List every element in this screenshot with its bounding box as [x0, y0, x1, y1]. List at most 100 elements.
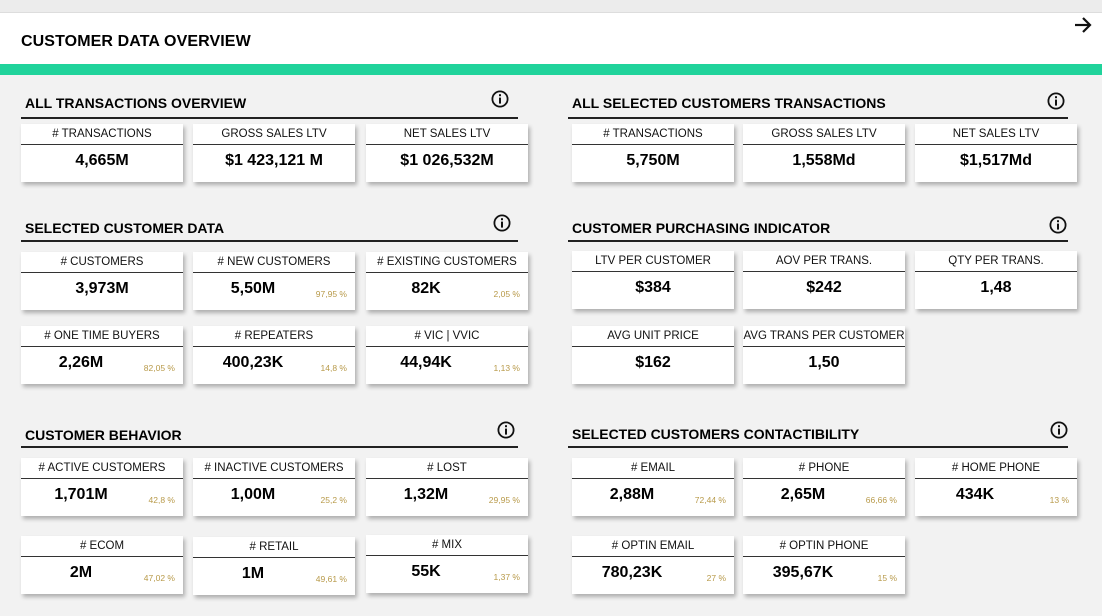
kpi-label: # TRANSACTIONS: [603, 128, 703, 140]
kpi-card-ecom: # ECOM 2M 47,02 %: [21, 536, 183, 594]
kpi-card-avg-trans-per-customer: AVG TRANS PER CUSTOMER 1,50: [743, 326, 905, 384]
kpi-card-customers: # CUSTOMERS 3,973M: [21, 252, 183, 310]
kpi-value: $1,517Md: [959, 152, 1033, 169]
kpi-label: # CUSTOMERS: [60, 256, 144, 268]
kpi-card-ltv-per-customer: LTV PER CUSTOMER $384: [572, 251, 734, 309]
kpi-separator: [21, 272, 183, 273]
kpi-value: 4,665M: [75, 152, 129, 169]
kpi-label: # ACTIVE CUSTOMERS: [38, 462, 166, 474]
info-icon[interactable]: [493, 214, 511, 232]
kpi-value: 5,50M: [230, 280, 276, 297]
kpi-percentage: 49,61 %: [315, 574, 347, 584]
kpi-card-mix: # MIX 55K 1,37 %: [366, 535, 528, 593]
section-divider: [21, 240, 518, 242]
kpi-percentage: 27 %: [706, 573, 726, 583]
kpi-card-new-customers: # NEW CUSTOMERS 5,50M 97,95 %: [193, 252, 355, 310]
section-title-all-transactions: ALL TRANSACTIONS OVERVIEW: [25, 95, 247, 111]
kpi-label: LTV PER CUSTOMER: [595, 255, 711, 267]
info-icon[interactable]: [1047, 92, 1065, 110]
kpi-card-aov-per-trans: AOV PER TRANS. $242: [743, 251, 905, 309]
kpi-separator: [21, 346, 183, 347]
kpi-card-qty-per-trans: QTY PER TRANS. 1,48: [915, 251, 1077, 309]
kpi-separator: [193, 346, 355, 347]
kpi-value: $384: [635, 279, 671, 296]
kpi-label: AVG UNIT PRICE: [607, 330, 699, 342]
info-icon[interactable]: [1049, 216, 1067, 234]
kpi-separator: [193, 557, 355, 558]
kpi-label: # RETAIL: [249, 541, 299, 553]
kpi-value: 1,701M: [54, 486, 108, 503]
kpi-card-phone: # PHONE 2,65M 66,66 %: [743, 458, 905, 516]
info-icon[interactable]: [497, 421, 515, 439]
section-divider: [21, 446, 518, 448]
kpi-separator: [743, 556, 905, 557]
kpi-separator: [572, 271, 734, 272]
info-icon[interactable]: [1050, 421, 1068, 439]
kpi-separator: [21, 556, 183, 557]
kpi-card-avg-unit-price: AVG UNIT PRICE $162: [572, 326, 734, 384]
kpi-value: 5,750M: [626, 152, 680, 169]
kpi-value: $1 026,532M: [400, 152, 494, 169]
kpi-label: # LOST: [427, 462, 467, 474]
kpi-card-email: # EMAIL 2,88M 72,44 %: [572, 458, 734, 516]
kpi-card-home-phone: # HOME PHONE 434K 13 %: [915, 458, 1077, 516]
kpi-value: 395,67K: [772, 564, 834, 581]
info-icon[interactable]: [491, 90, 509, 108]
kpi-label: # NEW CUSTOMERS: [217, 256, 331, 268]
kpi-percentage: 13 %: [1049, 495, 1069, 505]
kpi-card-inactive-customers: # INACTIVE CUSTOMERS 1,00M 25,2 %: [193, 458, 355, 516]
section-title-behavior: CUSTOMER BEHAVIOR: [25, 427, 182, 443]
kpi-value: 55K: [411, 563, 441, 580]
header-bar: CUSTOMER DATA OVERVIEW: [0, 12, 1102, 64]
kpi-label: # REPEATERS: [234, 330, 314, 342]
kpi-label: AOV PER TRANS.: [775, 255, 873, 267]
accent-bar: [0, 64, 1102, 75]
kpi-percentage: 82,05 %: [143, 363, 175, 373]
section-divider: [568, 117, 1068, 119]
kpi-percentage: 15 %: [877, 573, 897, 583]
section-divider: [568, 446, 1068, 448]
kpi-value: 1,32M: [403, 486, 449, 503]
kpi-label: # OPTIN PHONE: [779, 540, 869, 552]
kpi-separator: [366, 144, 528, 145]
kpi-separator: [366, 555, 528, 556]
kpi-label: QTY PER TRANS.: [948, 255, 1044, 267]
section-divider: [568, 240, 1068, 242]
kpi-label: # ECOM: [79, 540, 125, 552]
kpi-percentage: 47,02 %: [143, 573, 175, 583]
arrow-right-icon[interactable]: [1072, 14, 1094, 36]
kpi-value: 1M: [241, 565, 265, 582]
kpi-value: $1 423,121 M: [225, 152, 323, 169]
kpi-separator: [366, 272, 528, 273]
kpi-card-lost: # LOST 1,32M 29,95 %: [366, 458, 528, 516]
kpi-separator: [572, 144, 734, 145]
top-strip: [0, 0, 1102, 12]
kpi-percentage: 2,05 %: [493, 289, 520, 299]
section-title-contactibility: SELECTED CUSTOMERS CONTACTIBILITY: [572, 426, 860, 442]
kpi-card-gross-sales-ltv: GROSS SALES LTV 1,558Md: [743, 124, 905, 182]
kpi-value: 1,48: [980, 279, 1012, 296]
kpi-label: # EMAIL: [630, 462, 676, 474]
kpi-value: 2M: [69, 564, 93, 581]
kpi-value: 2,26M: [58, 354, 104, 371]
kpi-card-one-time-buyers: # ONE TIME BUYERS 2,26M 82,05 %: [21, 326, 183, 384]
section-divider: [21, 117, 518, 119]
kpi-separator: [572, 478, 734, 479]
kpi-label: # HOME PHONE: [951, 462, 1041, 474]
kpi-percentage: 72,44 %: [694, 495, 726, 505]
kpi-separator: [572, 556, 734, 557]
kpi-label: # MIX: [431, 539, 463, 551]
kpi-separator: [743, 144, 905, 145]
section-title-purchasing-indicator: CUSTOMER PURCHASING INDICATOR: [572, 220, 831, 236]
kpi-value: 2,65M: [780, 486, 826, 503]
kpi-separator: [21, 478, 183, 479]
kpi-separator: [366, 478, 528, 479]
kpi-label: # INACTIVE CUSTOMERS: [204, 462, 344, 474]
kpi-card-gross-sales-ltv: GROSS SALES LTV $1 423,121 M: [193, 124, 355, 182]
kpi-percentage: 1,13 %: [493, 363, 520, 373]
kpi-percentage: 29,95 %: [488, 495, 520, 505]
kpi-label: # VIC | VVIC: [414, 330, 480, 342]
kpi-value: 400,23K: [222, 354, 284, 371]
kpi-value: $162: [635, 354, 671, 371]
kpi-separator: [743, 478, 905, 479]
